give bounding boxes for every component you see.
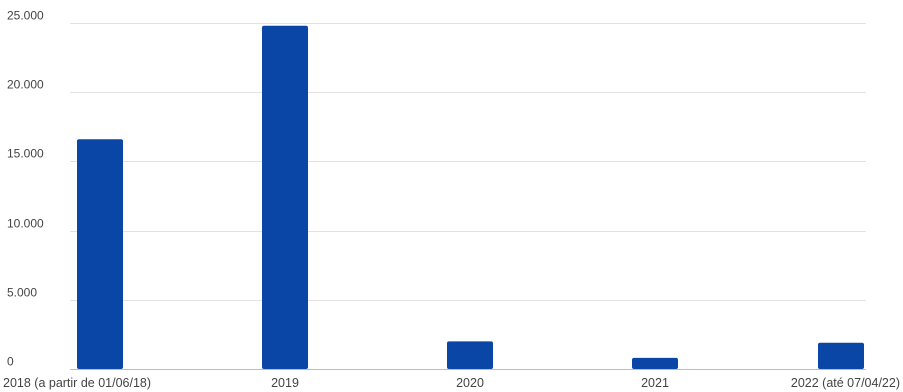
bar [447,341,493,369]
y-tick-label: 20.000 [7,78,44,92]
x-tick-label: 2018 (a partir de 01/06/18) [3,376,151,390]
x-tick-label: 2022 (até 07/04/22) [791,376,900,390]
x-tick-label: 2021 [641,376,669,390]
y-axis: 0 5.000 10.000 15.000 20.000 25.000 [7,9,44,369]
x-tick-label: 2019 [271,376,299,390]
bar [77,139,123,369]
bars [77,25,864,369]
y-tick-label: 15.000 [7,147,44,161]
y-tick-label: 5.000 [7,286,37,300]
y-tick-label: 0 [7,355,14,369]
x-tick-label: 2020 [456,376,484,390]
grid-layer [70,23,866,370]
x-axis: 2018 (a partir de 01/06/18) 2019 2020 2021 2… [3,376,900,390]
y-tick-label: 25.000 [7,9,44,23]
bar [262,25,308,369]
bar [818,342,864,369]
bar [632,357,678,369]
y-tick-label: 10.000 [7,217,44,231]
